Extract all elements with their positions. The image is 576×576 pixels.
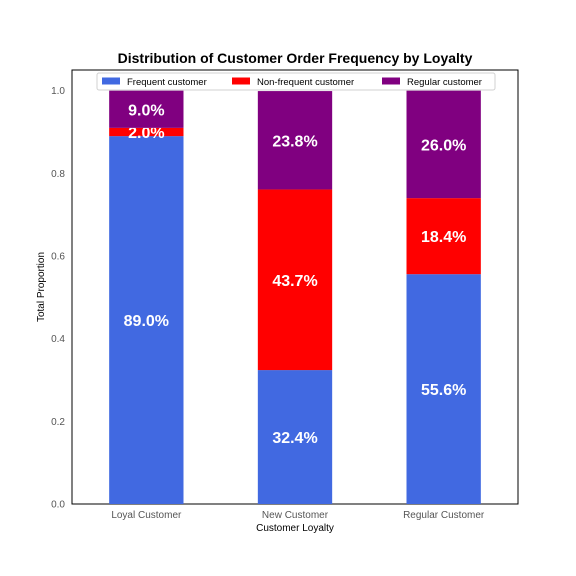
x-tick-label: New Customer — [262, 510, 329, 521]
bar-segment — [109, 127, 184, 137]
legend-entry: Non-frequent customer — [257, 77, 354, 88]
bar-data-label: 23.8% — [272, 133, 317, 150]
bar-data-label: 2.0% — [128, 125, 164, 142]
bar-segment — [406, 274, 481, 504]
y-tick-label: 0.6 — [51, 252, 65, 263]
bar-segment — [257, 189, 333, 371]
y-tick-label: 0.2 — [51, 417, 65, 428]
legend-swatch — [382, 77, 400, 85]
y-tick-label: 1.0 — [51, 86, 65, 97]
x-axis-ticks: Loyal Customer New Customer Regular Custom… — [111, 510, 485, 521]
x-tick-label: Loyal Customer — [111, 510, 182, 521]
bar-data-label: 43.7% — [272, 273, 317, 290]
x-tick-label: Regular Customer — [403, 510, 485, 521]
legend-swatch — [232, 77, 250, 85]
bar-segment — [257, 370, 333, 504]
legend-entry: Frequent customer — [127, 77, 207, 88]
y-tick-label: 0.4 — [51, 334, 65, 345]
x-axis-label: Customer Loyalty — [256, 523, 334, 534]
legend: Frequent customer Non-frequent customer Re… — [96, 72, 496, 91]
bar-data-label: 18.4% — [421, 229, 466, 246]
chart-title: Distribution of Customer Order Frequency… — [118, 50, 473, 66]
bar-data-label: 26.0% — [421, 137, 466, 154]
bar-segment — [406, 90, 481, 199]
y-axis-label: Total Proportion — [36, 252, 47, 322]
bar-data-label: 89.0% — [124, 313, 169, 330]
bars-group: 89.0% 2.0% 9.0% 32.4% 43.7% 23.8% 55.6% 18.4% 26… — [109, 90, 481, 504]
bar-data-label: 55.6% — [421, 382, 466, 399]
bar-segment — [109, 90, 184, 128]
bar-segment — [406, 198, 481, 275]
legend-box — [96, 72, 496, 91]
y-axis-ticks: 0.0 0.2 0.4 0.6 0.8 1.0 — [51, 86, 65, 510]
y-tick-label: 0.8 — [51, 169, 65, 180]
bar-data-label: 9.0% — [128, 102, 164, 119]
bar-segment — [109, 136, 184, 504]
legend-entry: Regular customer — [407, 77, 482, 88]
legend-swatch — [102, 77, 120, 85]
y-tick-label: 0.0 — [51, 500, 65, 511]
bar-segment — [257, 91, 333, 190]
bar-data-label: 32.4% — [272, 430, 317, 447]
